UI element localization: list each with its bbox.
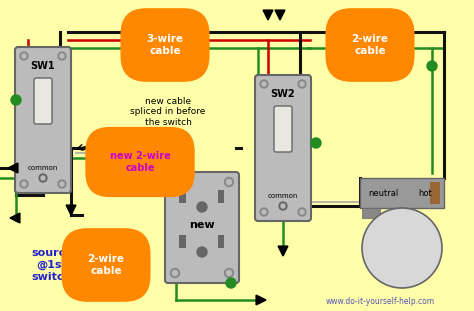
FancyBboxPatch shape — [430, 182, 440, 204]
Polygon shape — [8, 163, 18, 173]
Circle shape — [171, 178, 180, 187]
Polygon shape — [10, 213, 20, 223]
Circle shape — [20, 52, 28, 60]
Circle shape — [300, 210, 304, 214]
Wedge shape — [362, 208, 442, 288]
Circle shape — [260, 208, 268, 216]
Circle shape — [427, 61, 437, 71]
Text: neutral: neutral — [368, 188, 399, 197]
Circle shape — [41, 176, 45, 180]
Circle shape — [20, 180, 28, 188]
Circle shape — [58, 180, 66, 188]
Circle shape — [226, 278, 236, 288]
FancyBboxPatch shape — [15, 47, 71, 193]
Circle shape — [300, 82, 304, 86]
Text: 2-wire
cable: 2-wire cable — [352, 34, 389, 56]
Circle shape — [281, 204, 285, 208]
Circle shape — [58, 52, 66, 60]
Circle shape — [298, 80, 306, 88]
Circle shape — [279, 202, 287, 210]
Circle shape — [225, 178, 234, 187]
Circle shape — [262, 82, 266, 86]
Text: new cable
spliced in before
the switch: new cable spliced in before the switch — [130, 97, 206, 127]
FancyBboxPatch shape — [179, 190, 186, 203]
Text: 2-wire
cable: 2-wire cable — [88, 254, 125, 276]
Text: SW2: SW2 — [271, 89, 295, 99]
Circle shape — [22, 54, 26, 58]
Polygon shape — [263, 10, 273, 20]
Text: new: new — [189, 220, 215, 230]
Circle shape — [311, 138, 321, 148]
Circle shape — [11, 95, 21, 105]
Text: hot: hot — [419, 188, 432, 197]
FancyBboxPatch shape — [165, 172, 239, 283]
Polygon shape — [275, 10, 285, 20]
Circle shape — [197, 202, 207, 212]
Circle shape — [22, 182, 26, 186]
Polygon shape — [66, 205, 76, 215]
Circle shape — [262, 210, 266, 214]
Circle shape — [171, 268, 180, 277]
Polygon shape — [278, 246, 288, 256]
FancyBboxPatch shape — [218, 235, 224, 248]
Circle shape — [227, 271, 231, 276]
FancyBboxPatch shape — [274, 106, 292, 152]
Text: 3-wire
cable: 3-wire cable — [146, 34, 183, 56]
Circle shape — [60, 54, 64, 58]
Circle shape — [225, 268, 234, 277]
Circle shape — [260, 80, 268, 88]
Circle shape — [173, 179, 177, 184]
FancyBboxPatch shape — [34, 78, 52, 124]
Text: new 2-wire
cable: new 2-wire cable — [109, 151, 170, 173]
Text: www.do-it-yourself-help.com: www.do-it-yourself-help.com — [326, 298, 435, 307]
Text: common: common — [28, 165, 58, 171]
FancyBboxPatch shape — [218, 190, 224, 203]
Polygon shape — [256, 295, 266, 305]
FancyBboxPatch shape — [255, 75, 311, 221]
Circle shape — [197, 247, 207, 257]
Circle shape — [173, 271, 177, 276]
Text: SW1: SW1 — [31, 61, 55, 71]
Circle shape — [39, 174, 47, 182]
Circle shape — [298, 208, 306, 216]
Text: source
@1st
switch: source @1st switch — [31, 248, 73, 282]
Circle shape — [227, 179, 231, 184]
FancyBboxPatch shape — [360, 178, 444, 208]
FancyBboxPatch shape — [179, 235, 186, 248]
Circle shape — [60, 182, 64, 186]
FancyBboxPatch shape — [362, 208, 380, 218]
Text: common: common — [268, 193, 298, 199]
